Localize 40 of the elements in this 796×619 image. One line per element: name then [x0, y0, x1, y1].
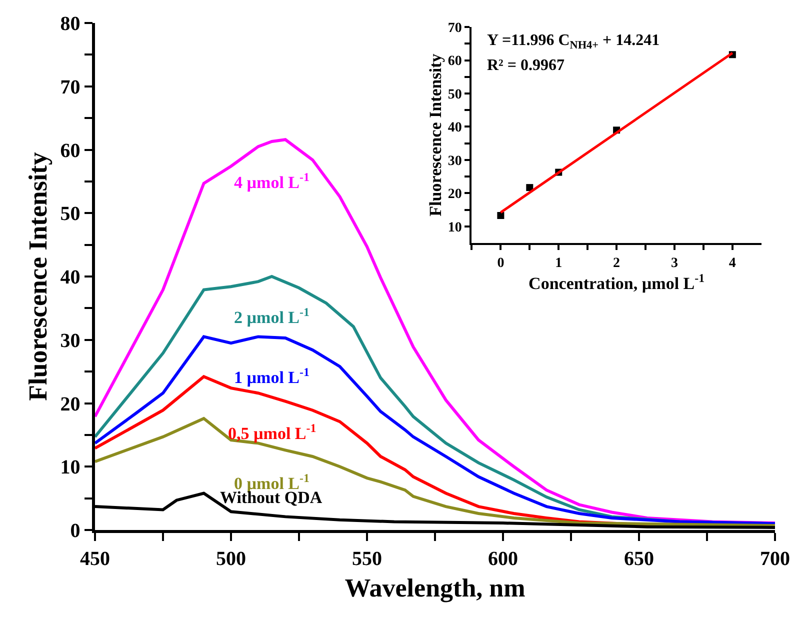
- x-axis-title: Concentration, µmol L$^{-1}$: [528, 270, 705, 293]
- y-tick-label: 0: [70, 520, 80, 542]
- x-tick-label: 0: [497, 256, 504, 271]
- x-tick-label: 4: [728, 256, 736, 271]
- y-tick-label: 80: [60, 13, 80, 35]
- y-tick-label: 20: [448, 187, 462, 202]
- y-tick-label: 10: [448, 220, 462, 236]
- x-tick-label: 2: [613, 256, 620, 271]
- point: [526, 184, 534, 192]
- y-tick-label: 50: [60, 203, 80, 226]
- series-label: 2 µmol L$^{-1}$: [234, 305, 310, 328]
- y-tick-label: 50: [448, 87, 462, 102]
- y-tick-label: 70: [60, 76, 80, 98]
- y-tick-label: 40: [448, 120, 462, 136]
- annotation: Y =11.996 C$_{NH4+}$ + 14.241: [487, 32, 660, 52]
- line-series: [95, 335, 775, 526]
- x-tick-label: 600: [488, 548, 518, 570]
- y-axis-title: Fluorescence Intensity: [24, 152, 53, 401]
- x-tick-label: 650: [624, 548, 654, 570]
- x-tick-label: 700: [760, 548, 790, 570]
- y-tick-label: 60: [60, 140, 80, 162]
- x-tick-label: 3: [671, 256, 678, 271]
- x-tick-label: 500: [216, 548, 246, 570]
- y-tick-label: 60: [448, 54, 462, 70]
- x-tick-label: 550: [352, 548, 382, 570]
- series-label: 0,5 µmol L$^{-1}$: [228, 421, 316, 444]
- x-tick-label: 1: [555, 256, 562, 271]
- y-tick-label: 30: [60, 330, 80, 352]
- y-tick-label: 20: [60, 393, 80, 416]
- y-tick-label: 40: [60, 266, 80, 288]
- y-tick-label: 70: [448, 20, 462, 36]
- x-axis-title: Wavelength, nm: [344, 573, 526, 602]
- annotation: R² = 0.9967: [487, 57, 564, 74]
- series-label: 1 µmol L$^{-1}$: [234, 365, 310, 388]
- y-axis-title: Fluorescence Intensity: [426, 53, 445, 216]
- y-tick-label: 10: [60, 456, 80, 479]
- series-label: 4 µmol L$^{-1}$: [234, 170, 310, 192]
- point: [497, 212, 504, 219]
- x-tick-label: 450: [80, 548, 110, 570]
- y-tick-label: 30: [448, 154, 462, 169]
